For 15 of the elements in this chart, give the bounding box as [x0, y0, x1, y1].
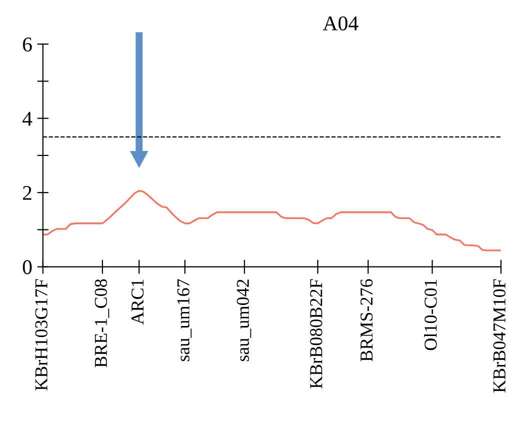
x-tick-label: sau_um042	[236, 280, 252, 362]
x-tick-label: KBrH103G17F	[35, 279, 48, 390]
y-tick-label: 4	[22, 112, 32, 126]
line-series	[42, 190, 501, 252]
x-tick-label: Ol10-C01	[424, 280, 437, 350]
x-tick-label: KBrB080B22F	[310, 279, 322, 388]
x-tick-label: sau_um167	[177, 279, 192, 362]
x-tick-label: KBrB047M10F	[493, 279, 506, 392]
y-tick-label: 6	[22, 38, 32, 52]
chart-title: A04	[322, 16, 358, 30]
y-tick-label: 0	[22, 260, 32, 274]
x-tick-label: BRMS-276	[360, 279, 373, 362]
x-tick-label: BRE-1_C08	[94, 279, 110, 368]
x-tick-label: ARC1	[131, 280, 144, 325]
y-tick-label: 2	[22, 186, 32, 200]
